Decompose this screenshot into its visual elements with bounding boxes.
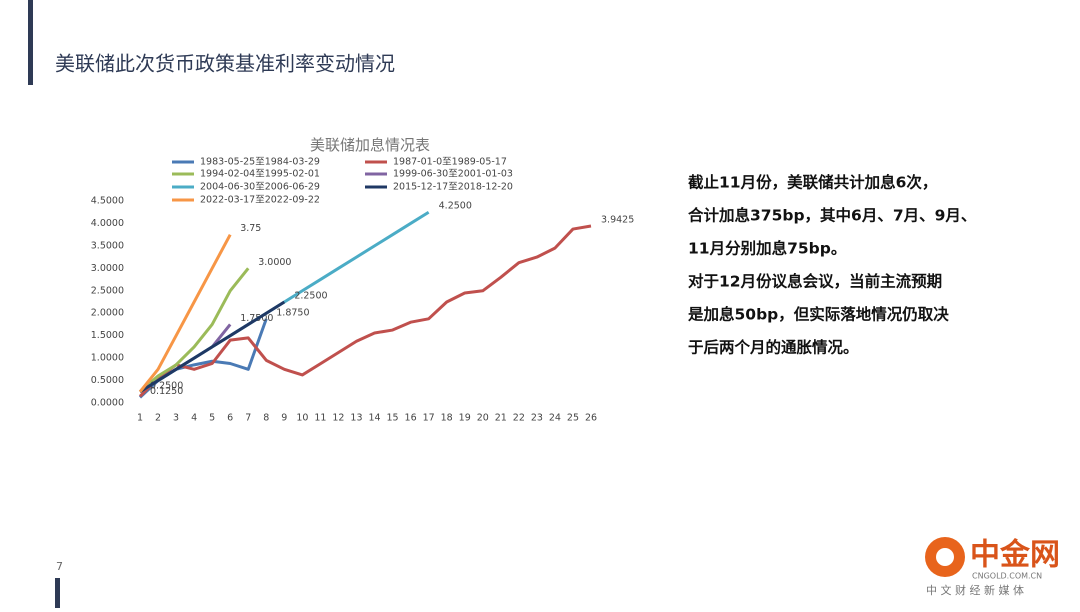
slide-title: 美联储此次货币政策基准利率变动情况	[55, 52, 395, 76]
chart-title: 美联储加息情况表	[310, 136, 430, 154]
legend-label: 1994-02-04至1995-02-01	[200, 169, 320, 180]
y-tick-label: 3.0000	[91, 263, 124, 274]
x-tick-label: 21	[495, 413, 507, 424]
value-label: 3.75	[240, 223, 261, 234]
y-tick-label: 4.0000	[91, 218, 124, 229]
x-tick-label: 1	[137, 413, 143, 424]
x-tick-label: 16	[405, 413, 417, 424]
logo-slogan: 中 文 财 经 新 媒 体	[926, 583, 1024, 597]
x-tick-label: 12	[332, 413, 344, 424]
logo-site: CNGOLD.COM.CN	[972, 572, 1042, 581]
legend-label: 2015-12-17至2018-12-20	[393, 182, 513, 193]
series-line	[139, 300, 286, 394]
x-tick-label: 2	[155, 413, 161, 424]
value-label: 3.9425	[601, 215, 634, 226]
x-tick-label: 3	[173, 413, 179, 424]
y-tick-label: 3.5000	[91, 240, 124, 251]
x-tick-label: 4	[191, 413, 197, 424]
note-line: 于后两个月的通胀情况。	[688, 338, 859, 357]
legend-label: 2004-06-30至2006-06-29	[200, 182, 320, 193]
x-tick-label: 26	[585, 413, 597, 424]
legend-label: 1999-06-30至2001-01-03	[393, 169, 513, 180]
series-line	[138, 224, 592, 398]
x-tick-label: 15	[387, 413, 399, 424]
x-tick-label: 18	[441, 413, 453, 424]
x-tick-label: 19	[459, 413, 471, 424]
x-tick-label: 13	[350, 413, 362, 424]
value-label: 3.0000	[258, 257, 291, 268]
logo-name: 中金网	[970, 538, 1060, 573]
y-tick-label: 0.5000	[91, 375, 124, 386]
x-tick-label: 24	[549, 413, 561, 424]
x-tick-label: 7	[245, 413, 251, 424]
y-tick-label: 1.5000	[91, 330, 124, 341]
value-label: 0.2500	[150, 380, 183, 391]
x-tick-label: 5	[209, 413, 215, 424]
legend-label: 1983-05-25至1984-03-29	[200, 157, 320, 168]
x-tick-label: 22	[513, 413, 525, 424]
page-number: 7	[56, 560, 63, 573]
x-tick-label: 8	[263, 413, 269, 424]
accent-bar	[28, 0, 33, 85]
x-tick-label: 20	[477, 413, 489, 424]
x-tick-label: 9	[281, 413, 287, 424]
accent-bar	[55, 578, 60, 608]
x-tick-label: 11	[314, 413, 326, 424]
x-tick-label: 25	[567, 413, 579, 424]
x-tick-label: 10	[296, 413, 308, 424]
note-line: 合计加息375bp，其中6月、7月、9月、	[688, 206, 976, 225]
logo-icon	[936, 548, 954, 566]
note-line: 是加息50bp，但实际落地情况仍取决	[687, 305, 949, 324]
x-tick-label: 6	[227, 413, 233, 424]
y-tick-label: 4.5000	[91, 196, 124, 207]
note-line: 11月分别加息75bp。	[688, 239, 846, 258]
y-tick-label: 2.5000	[91, 285, 124, 296]
x-tick-label: 14	[368, 413, 380, 424]
value-label: 0.1250	[150, 386, 183, 397]
x-tick-label: 17	[423, 413, 435, 424]
y-tick-label: 0.0000	[91, 398, 124, 409]
value-label: 2.2500	[294, 291, 327, 302]
x-tick-label: 23	[531, 413, 543, 424]
value-label: 4.2500	[439, 201, 472, 212]
legend-label: 2022-03-17至2022-09-22	[200, 195, 320, 206]
note-line: 截止11月份，美联储共计加息6次，	[688, 173, 937, 192]
y-tick-label: 1.0000	[91, 353, 124, 364]
legend-label: 1987-01-0至1989-05-17	[393, 157, 507, 168]
series-line	[139, 267, 250, 393]
value-label: 1.8750	[276, 307, 309, 318]
y-tick-label: 2.0000	[91, 308, 124, 319]
series-line	[138, 233, 232, 393]
note-line: 对于12月份议息会议，当前主流预期	[688, 272, 942, 291]
